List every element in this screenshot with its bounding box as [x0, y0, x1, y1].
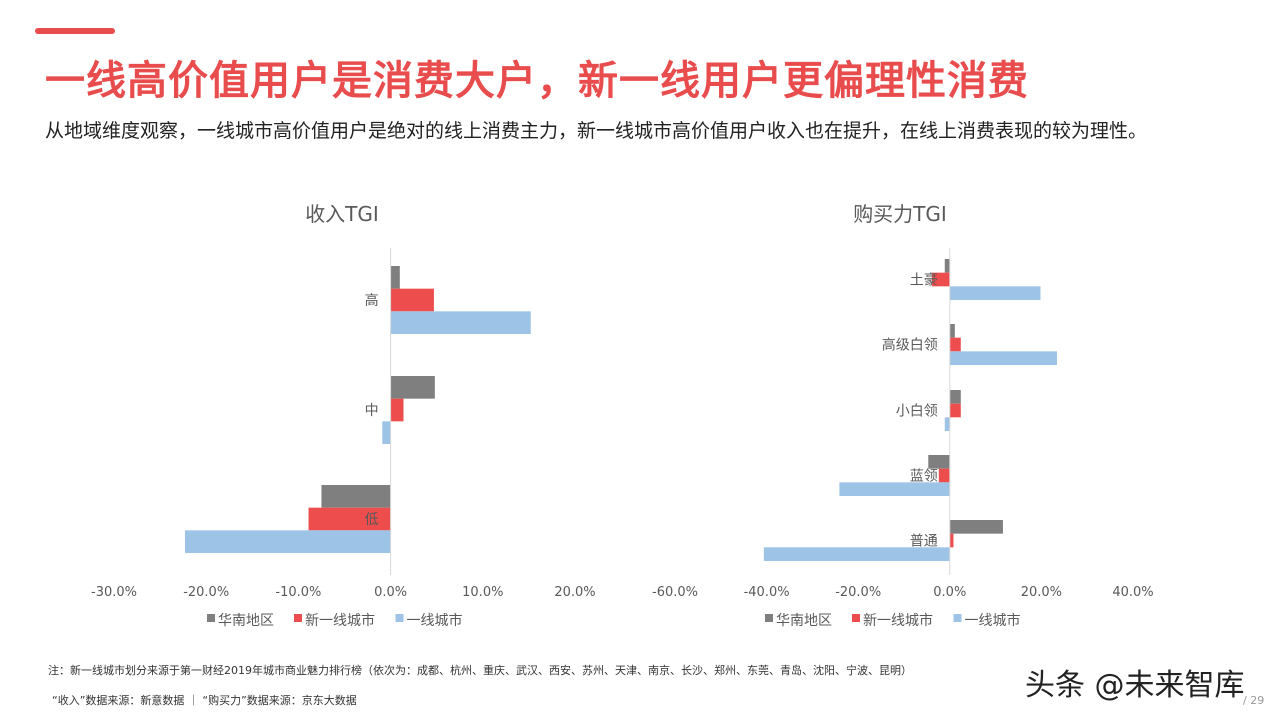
legend-label: 一线城市	[407, 612, 463, 629]
bar-华南地区-低	[321, 485, 391, 508]
category-label: 中	[365, 403, 379, 419]
footnote: 注：新一线城市划分来源于第一财经2019年城市商业魅力排行榜（依次为：成都、杭州…	[48, 664, 912, 677]
x-tick-label: 0.0%	[933, 585, 966, 600]
bar-一线城市-普通	[763, 547, 950, 561]
bar-一线城市-高级白领	[949, 351, 1057, 365]
bar-新一线城市-高级白领	[949, 337, 961, 352]
x-tick-label: -10.0%	[275, 585, 321, 600]
category-label: 土豪	[910, 273, 938, 289]
category-label: 小白领	[896, 404, 938, 420]
chart-title: 收入TGI	[305, 202, 379, 226]
legend-swatch	[765, 614, 773, 622]
bar-一线城市-高	[390, 311, 531, 334]
bar-新一线城市-高	[390, 288, 434, 312]
bar-华南地区-土豪	[944, 259, 950, 273]
legend-label: 华南地区	[218, 613, 274, 629]
legend-label: 华南地区	[776, 613, 832, 629]
bar-新一线城市-普通	[949, 533, 954, 548]
chart-title: 购买力TGI	[853, 202, 947, 226]
legend-label: 新一线城市	[863, 612, 933, 629]
x-tick-label: -60.0%	[652, 585, 698, 600]
bar-华南地区-高级白领	[949, 324, 955, 338]
bar-华南地区-高	[390, 266, 400, 289]
watermark: 头条 @未来智库	[1025, 668, 1245, 703]
legend-swatch	[207, 614, 215, 622]
x-tick-label: 0.0%	[374, 585, 407, 600]
accent-bar	[35, 28, 115, 34]
category-label: 高级白领	[882, 337, 938, 354]
bar-一线城市-中	[382, 421, 391, 444]
x-tick-label: 20.0%	[1021, 585, 1062, 600]
legend-swatch	[953, 614, 962, 622]
category-label: 普通	[910, 534, 938, 550]
bar-华南地区-中	[390, 376, 435, 399]
legend-swatch	[852, 614, 860, 622]
bar-新一线城市-蓝领	[938, 468, 950, 483]
bar-一线城市-小白领	[944, 417, 950, 431]
bar-华南地区-普通	[949, 520, 1003, 534]
page-subtitle: 从地域维度观察，一线城市高价值用户是绝对的线上消费主力，新一线城市高价值用户收入…	[45, 120, 1148, 142]
page-number: / 29	[1243, 694, 1265, 707]
legend-label: 新一线城市	[305, 612, 375, 629]
page-title: 一线高价值用户是消费大户，新一线用户更偏理性消费	[45, 58, 1029, 104]
x-tick-label: 20.0%	[554, 585, 595, 600]
category-label: 蓝领	[910, 469, 938, 485]
category-label: 高	[365, 292, 379, 309]
category-label: 低	[365, 512, 379, 528]
bar-新一线城市-低	[308, 507, 391, 531]
legend-label: 一线城市	[965, 612, 1021, 629]
x-tick-label: -30.0%	[91, 585, 137, 600]
bar-一线城市-低	[184, 530, 391, 553]
bar-华南地区-蓝领	[928, 455, 950, 469]
x-tick-label: 40.0%	[1112, 585, 1153, 600]
x-tick-label: -20.0%	[835, 585, 881, 600]
x-tick-label: -40.0%	[744, 585, 790, 600]
bar-新一线城市-中	[390, 398, 404, 422]
x-tick-label: -20.0%	[183, 585, 229, 600]
bar-新一线城市-土豪	[931, 272, 950, 287]
data-source: “收入”数据来源：新意数据 ｜ “购买力”数据来源：京东大数据	[52, 694, 357, 707]
legend-swatch	[395, 614, 404, 622]
legend-swatch	[294, 614, 302, 622]
bar-新一线城市-小白领	[949, 403, 961, 418]
bar-一线城市-蓝领	[839, 482, 950, 496]
bar-一线城市-土豪	[949, 286, 1041, 300]
x-tick-label: 10.0%	[462, 585, 503, 600]
bar-华南地区-小白领	[949, 390, 961, 404]
